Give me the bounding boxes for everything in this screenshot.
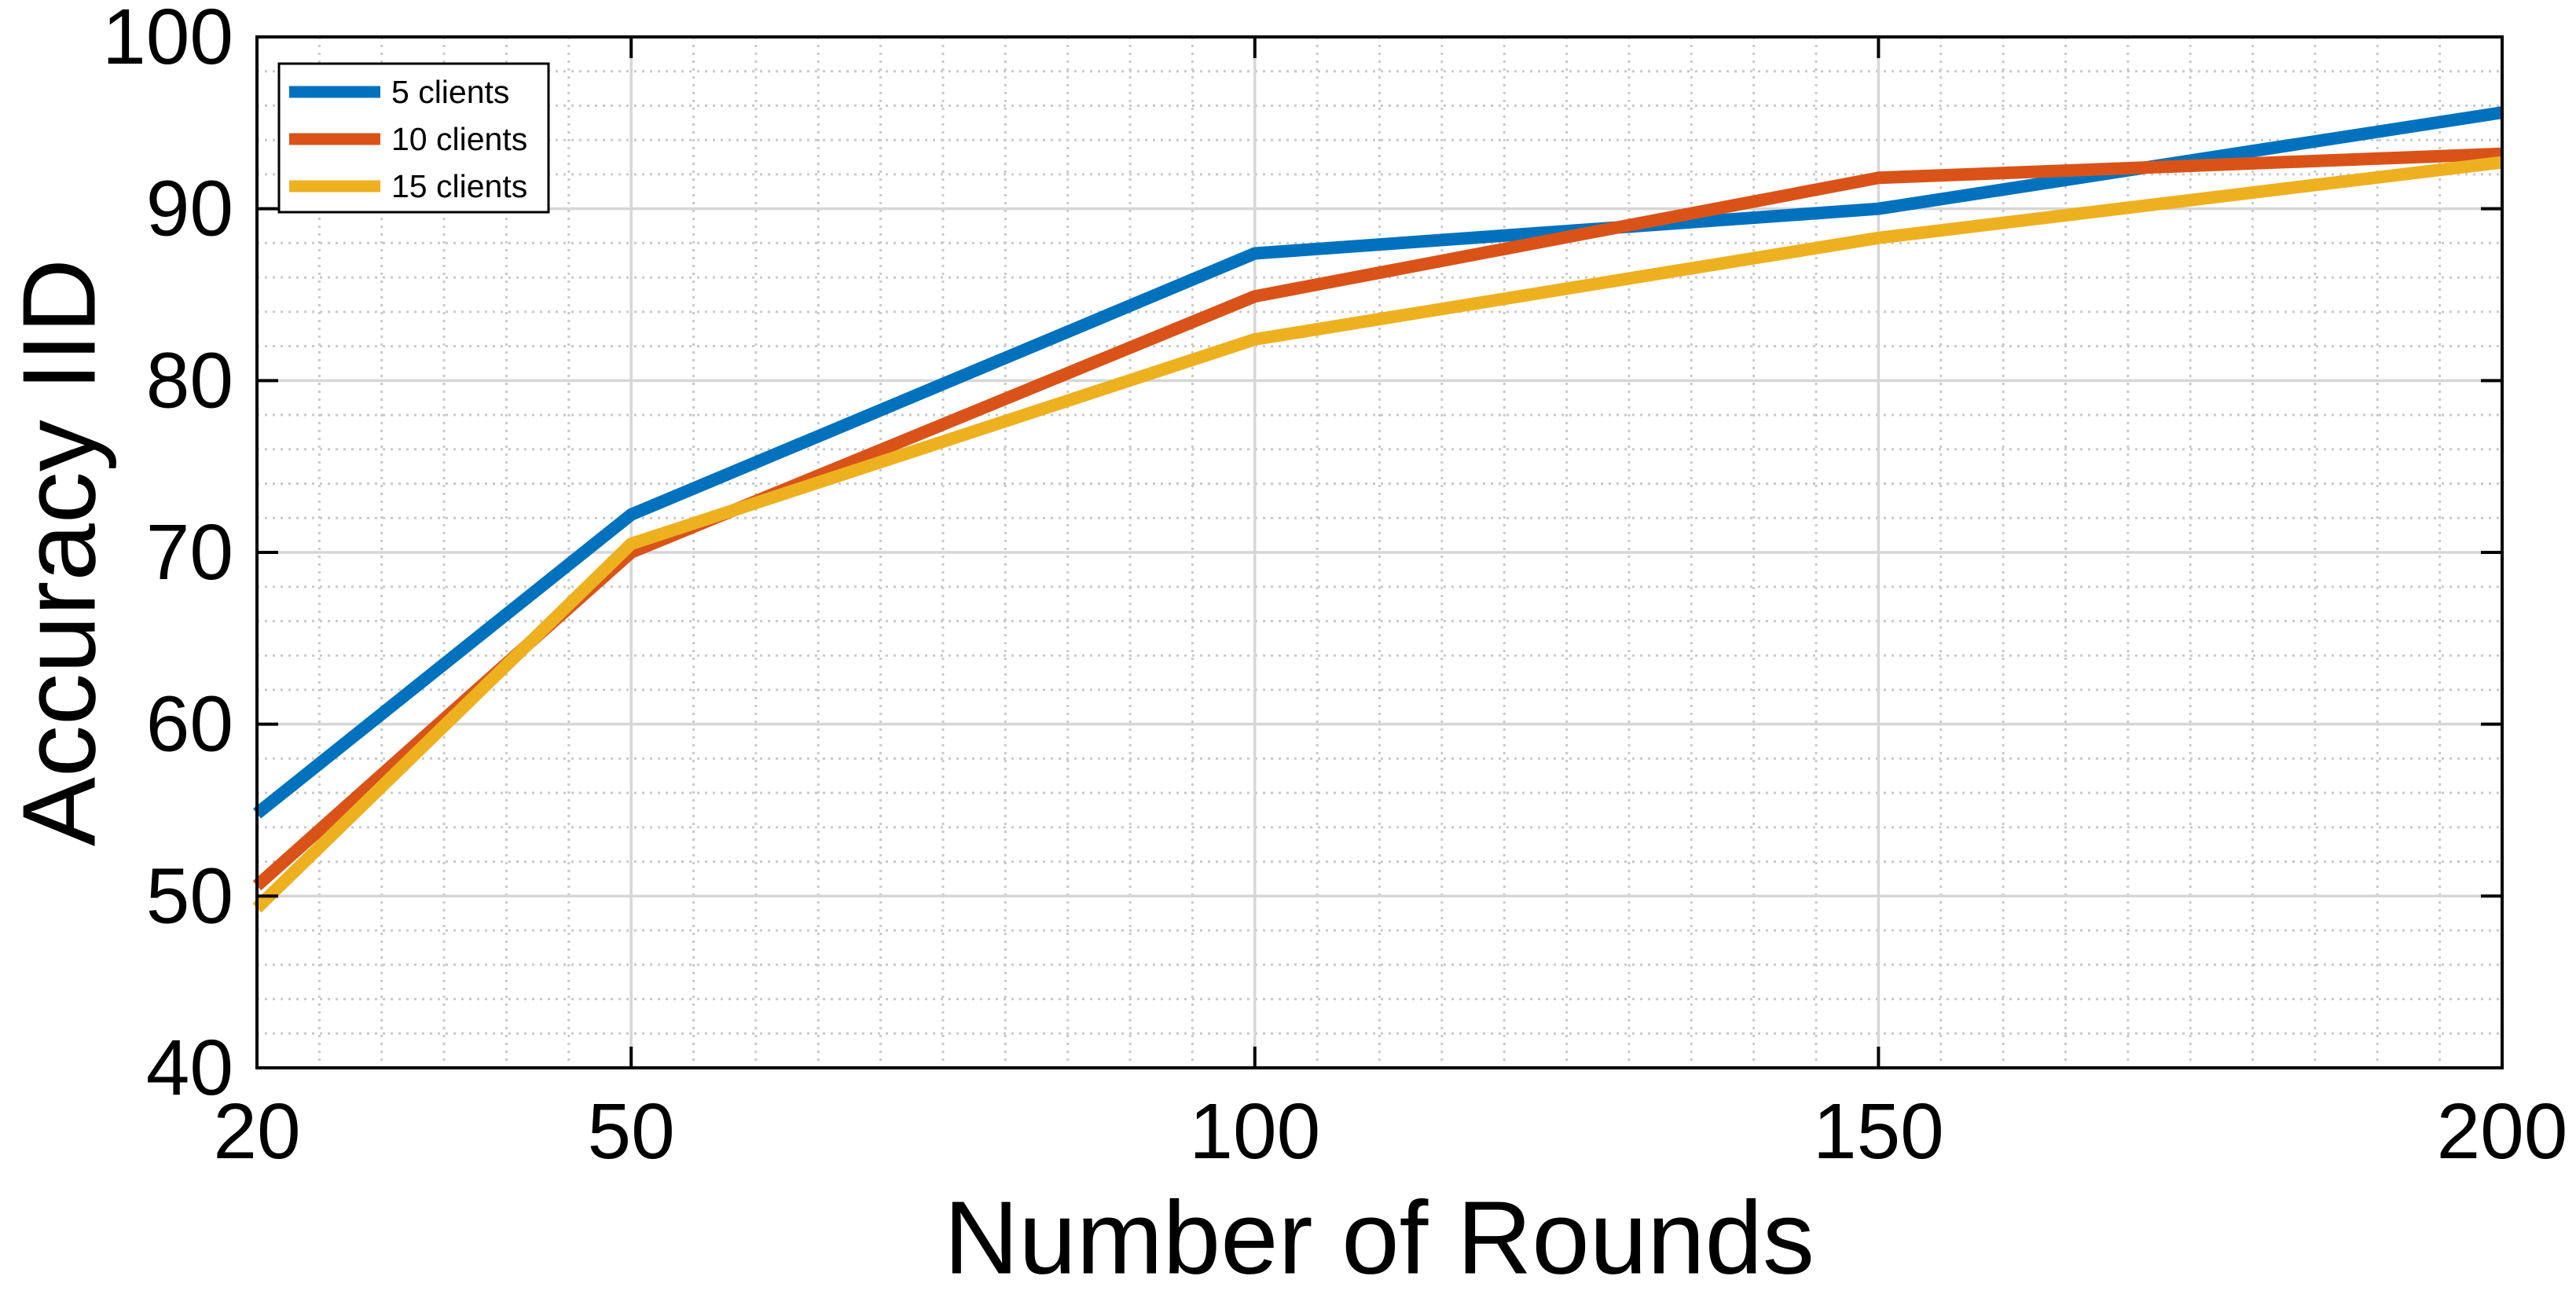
y-tick-label: 90 (146, 165, 233, 253)
x-tick-label: 200 (2437, 1087, 2568, 1175)
y-tick-label: 70 (146, 508, 233, 596)
minor-gridlines (257, 37, 2502, 1068)
x-tick-label: 150 (1813, 1087, 1944, 1175)
series-line-15-clients (252, 156, 2503, 913)
legend: 5 clients 10 clients 15 clients (277, 62, 550, 214)
tick-labels: 20 50 100 150 200 40 50 60 70 80 90 100 (102, 0, 2567, 1175)
x-tick-label: 100 (1189, 1087, 1320, 1175)
data-series-lines (252, 106, 2504, 913)
x-tick-label: 20 (213, 1087, 300, 1175)
legend-label-10-clients: 10 clients (391, 121, 527, 157)
x-axis-label: Number of Rounds (944, 1180, 1815, 1291)
legend-label-15-clients: 15 clients (391, 168, 527, 204)
y-tick-label: 80 (146, 336, 233, 424)
y-tick-label: 50 (146, 852, 233, 940)
y-axis-label: Accuracy IID (2, 259, 117, 846)
x-tick-label: 50 (588, 1087, 675, 1175)
series-line-5-clients (253, 106, 2504, 819)
y-tick-label: 60 (146, 680, 233, 768)
tick-marks (255, 35, 2504, 1069)
y-tick-label: 40 (146, 1024, 233, 1112)
legend-label-5-clients: 5 clients (391, 74, 509, 110)
y-tick-label: 100 (102, 0, 233, 81)
